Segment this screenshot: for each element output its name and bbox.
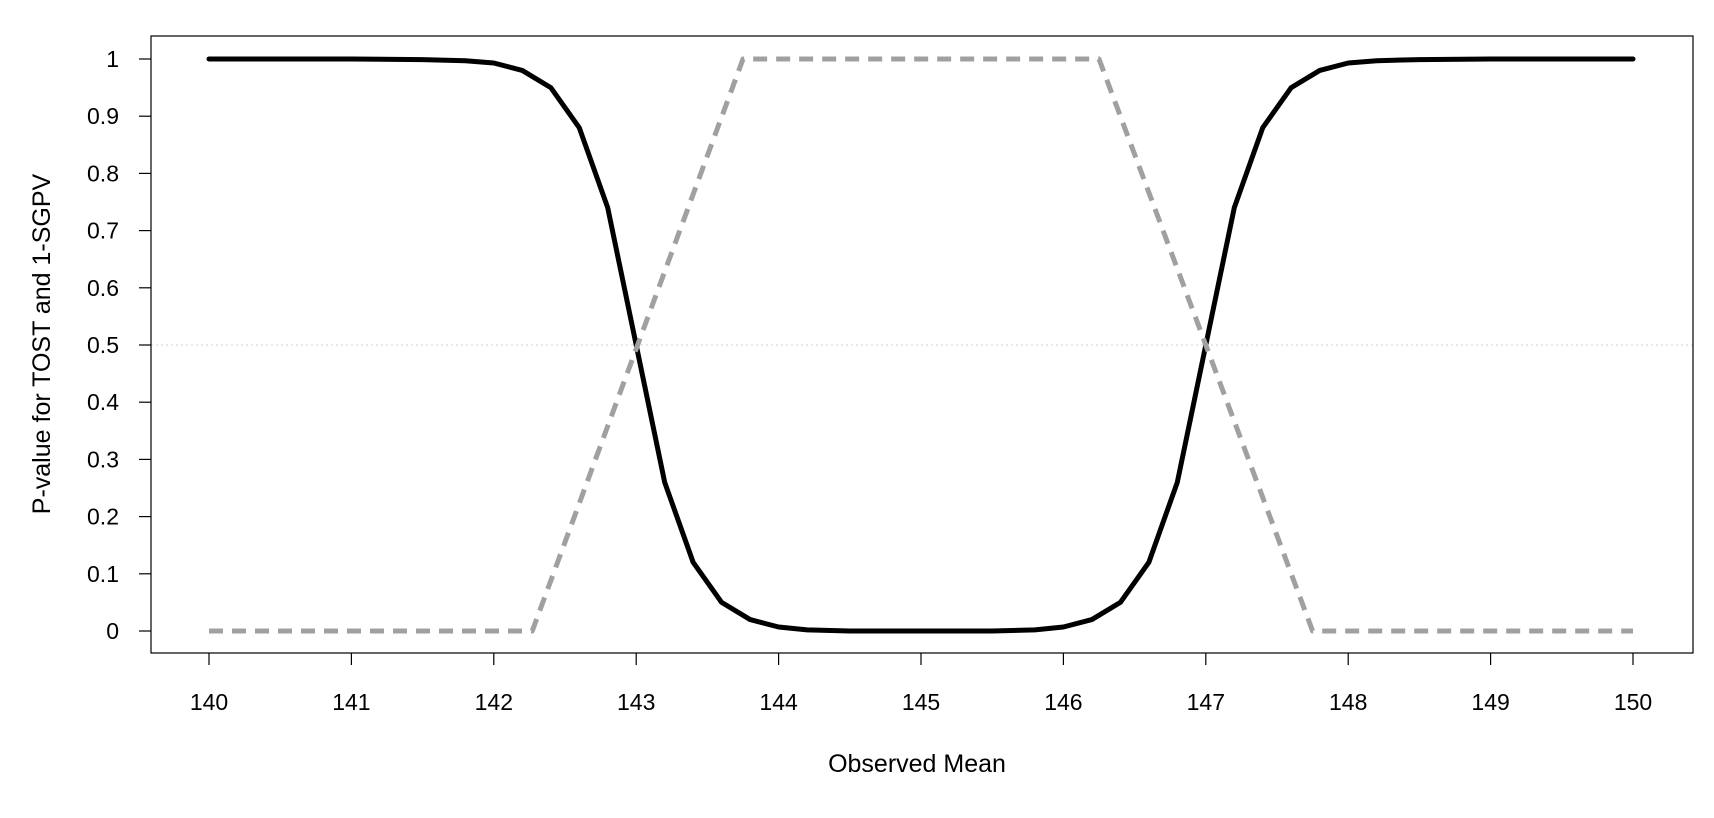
x-tick-label: 143 <box>617 689 655 715</box>
y-tick-label: 0.5 <box>87 332 119 358</box>
series-layer <box>206 56 1636 634</box>
y-tick-label: 0.4 <box>87 389 119 415</box>
x-tick-label: 149 <box>1471 689 1509 715</box>
x-tick-label: 148 <box>1329 689 1367 715</box>
x-axis-title: Observed Mean <box>828 750 1006 778</box>
series-line-2 <box>209 56 1633 634</box>
y-tick-label: 0.9 <box>87 103 119 129</box>
x-tick-label: 150 <box>1614 689 1652 715</box>
y-tick-label: 0.3 <box>87 446 119 472</box>
y-tick-label: 0.1 <box>87 561 119 587</box>
x-tick-label: 146 <box>1044 689 1082 715</box>
x-tick-label: 147 <box>1187 689 1225 715</box>
x-axis: 140 141 142 143 144 145 146 147 148 149 150 <box>190 653 1652 715</box>
x-tick-label: 141 <box>332 689 370 715</box>
y-tick-label: 0.7 <box>87 218 119 244</box>
y-tick-label: 0.2 <box>87 504 119 530</box>
x-tick-label: 140 <box>190 689 228 715</box>
y-tick-label: 0.6 <box>87 275 119 301</box>
y-tick-label: 0.8 <box>87 160 119 186</box>
y-tick-label: 1 <box>106 46 119 72</box>
x-tick-label: 144 <box>759 689 798 715</box>
y-tick-label: 0 <box>106 618 119 644</box>
y-axis: 0 0.1 0.2 0.3 0.4 0.5 0.6 0.7 0.8 0.9 1 <box>87 46 151 644</box>
series-line-1 <box>206 56 1636 634</box>
y-axis-title: P-value for TOST and 1-SGPV <box>28 173 56 514</box>
x-tick-label: 142 <box>475 689 513 715</box>
x-tick-label: 145 <box>902 689 940 715</box>
